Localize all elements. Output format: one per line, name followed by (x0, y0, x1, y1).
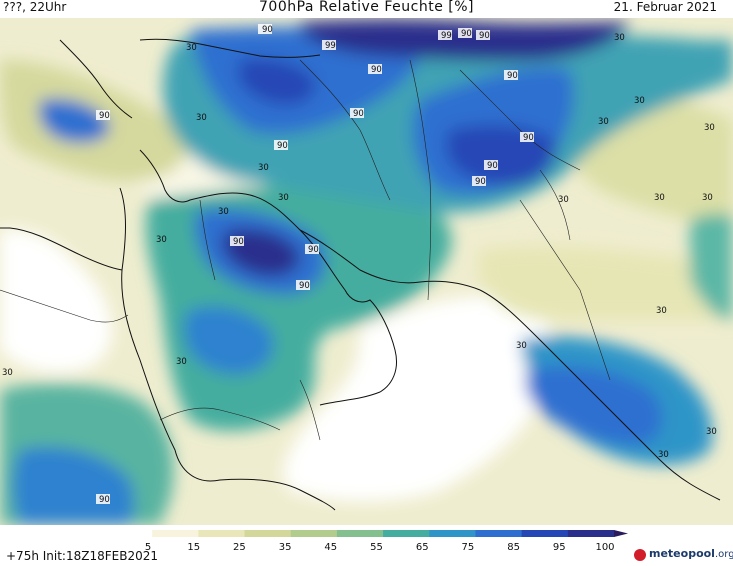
svg-text:90: 90 (99, 111, 110, 121)
legend-swatches (106, 530, 615, 537)
logo-tld: .org (714, 549, 733, 560)
legend-ticks: 5 15 25 35 45 55 65 75 85 95 100 (145, 542, 615, 553)
svg-text:30: 30 (156, 235, 167, 245)
legend-swatch (152, 530, 199, 537)
legend-tick-label: 75 (462, 542, 475, 553)
legend-tick-label: 95 (553, 542, 566, 553)
svg-text:30: 30 (704, 123, 715, 133)
svg-text:30: 30 (218, 207, 229, 217)
svg-text:90: 90 (262, 25, 273, 35)
map-title: 700hPa Relative Feuchte [%] (259, 0, 474, 15)
svg-text:30: 30 (658, 450, 669, 460)
svg-text:30: 30 (654, 193, 665, 203)
svg-text:30: 30 (598, 117, 609, 127)
legend-swatch (290, 530, 338, 537)
legend-arrow (614, 530, 628, 537)
svg-text:30: 30 (176, 357, 187, 367)
svg-text:90: 90 (299, 281, 310, 291)
svg-text:90: 90 (475, 177, 486, 187)
run-info: +75h Init:18Z18FEB2021 (6, 549, 158, 563)
legend-tick-label: 15 (187, 542, 200, 553)
svg-text:90: 90 (233, 237, 244, 247)
svg-text:90: 90 (353, 109, 364, 119)
legend-swatch (383, 530, 430, 537)
svg-text:90: 90 (487, 161, 498, 171)
logo-label: meteopool.org (649, 547, 733, 560)
svg-text:90: 90 (371, 65, 382, 75)
legend-swatch (429, 530, 476, 537)
svg-text:30: 30 (196, 113, 207, 123)
svg-text:30: 30 (558, 195, 569, 205)
legend-tick-label: 35 (279, 542, 292, 553)
svg-text:30: 30 (278, 193, 289, 203)
svg-text:30: 30 (186, 43, 197, 53)
svg-text:30: 30 (634, 96, 645, 106)
coastlines (0, 38, 721, 511)
header: ???, 22Uhr 700hPa Relative Feuchte [%] 2… (0, 0, 733, 18)
legend-swatch (336, 530, 384, 537)
legend-tick-label: 45 (324, 542, 337, 553)
logo-icon (634, 549, 646, 561)
legend-tick-label: 25 (233, 542, 246, 553)
humidity-field: 90 99 99 90 90 90 90 90 90 90 90 90 90 9… (0, 18, 733, 525)
svg-text:99: 99 (441, 31, 452, 41)
svg-text:30: 30 (656, 306, 667, 316)
humidity-map: 90 99 99 90 90 90 90 90 90 90 90 90 90 9… (0, 18, 733, 525)
svg-text:30: 30 (702, 193, 713, 203)
svg-text:90: 90 (277, 141, 288, 151)
svg-text:90: 90 (479, 31, 490, 41)
svg-text:90: 90 (99, 495, 110, 505)
logo-main: meteopool (649, 547, 715, 560)
legend-swatch (521, 530, 569, 537)
svg-text:30: 30 (706, 427, 717, 437)
legend-swatch (475, 530, 523, 537)
legend-swatch (244, 530, 292, 537)
legend-tick-label: 100 (595, 542, 614, 553)
svg-text:90: 90 (461, 29, 472, 39)
svg-text:30: 30 (258, 163, 269, 173)
valid-time-label: ???, 22Uhr (3, 0, 67, 14)
meteopool-logo[interactable]: meteopool.org (634, 547, 733, 565)
svg-text:90: 90 (308, 245, 319, 255)
svg-text:90: 90 (507, 71, 518, 81)
borders (0, 59, 611, 441)
legend-swatch (198, 530, 246, 537)
svg-text:30: 30 (614, 33, 625, 43)
legend-tick-label: 5 (145, 542, 151, 553)
svg-text:99: 99 (325, 41, 336, 51)
legend-tick-label: 55 (370, 542, 383, 553)
color-legend: 5 15 25 35 45 55 65 75 85 95 100 (106, 530, 628, 553)
svg-text:30: 30 (516, 341, 527, 351)
contour-labels: 90 99 99 90 90 90 90 90 90 90 90 90 90 9… (2, 24, 717, 505)
svg-text:90: 90 (523, 133, 534, 143)
svg-text:30: 30 (2, 368, 13, 378)
date-label: 21. Februar 2021 (613, 0, 717, 14)
legend-swatch (567, 530, 615, 537)
legend-tick-label: 85 (507, 542, 520, 553)
legend-swatch (106, 530, 153, 537)
legend-tick-label: 65 (416, 542, 429, 553)
